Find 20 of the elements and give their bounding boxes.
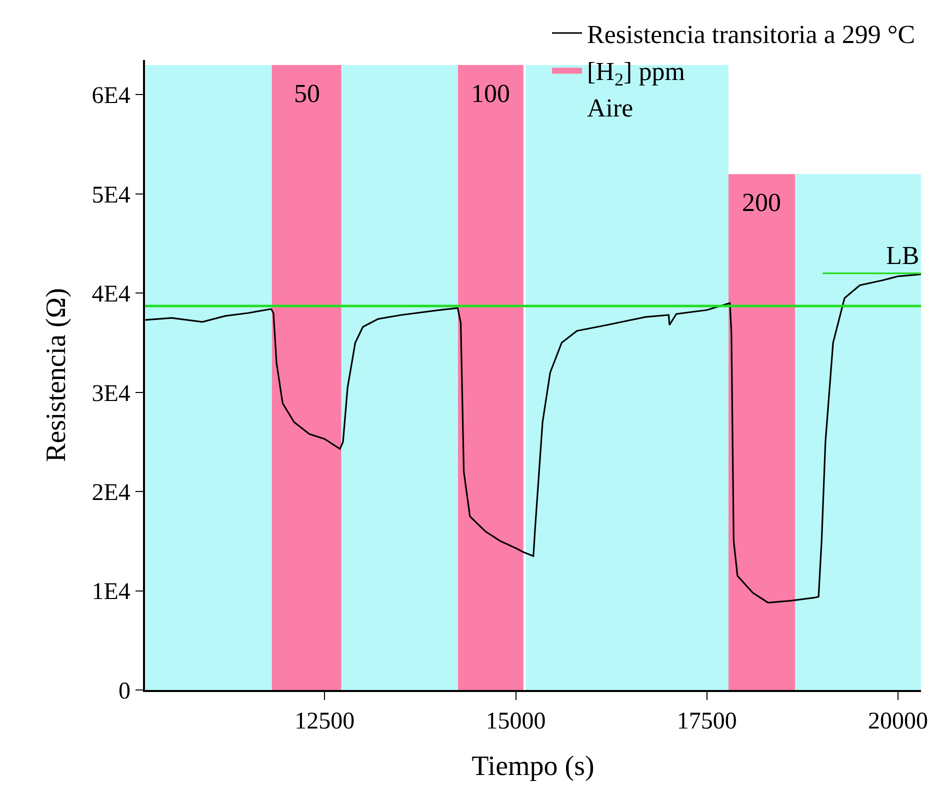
y-tick-label: 1E4 [92, 579, 130, 606]
y-tick-label: 6E4 [92, 83, 130, 110]
y-tick-label: 5E4 [92, 182, 130, 208]
annotation: 100 [471, 79, 510, 108]
x-tick-label: 15000 [486, 708, 546, 735]
y-tick-label: 2E4 [92, 480, 130, 506]
y-tick-label: 3E4 [92, 380, 130, 407]
x-axis-title: Tiempo (s) [472, 751, 594, 782]
y-tick-label: 0 [118, 678, 130, 704]
y-axis-title: Resistencia (Ω) [40, 288, 72, 462]
legend-label: Resistencia transitoria a 299 °C [587, 20, 916, 50]
annotation: 200 [742, 188, 781, 217]
series-label: Aire [587, 94, 634, 123]
legend-label: [H$_{2}$] ppm [587, 56, 685, 90]
x-tick-label: 12500 [294, 708, 355, 735]
annotation: LB [886, 241, 920, 270]
annotation: 50 [294, 79, 320, 108]
x-tick-label: 20000 [868, 708, 928, 735]
y-tick-label: 4E4 [92, 282, 130, 308]
x-tick-label: 17500 [676, 708, 737, 735]
